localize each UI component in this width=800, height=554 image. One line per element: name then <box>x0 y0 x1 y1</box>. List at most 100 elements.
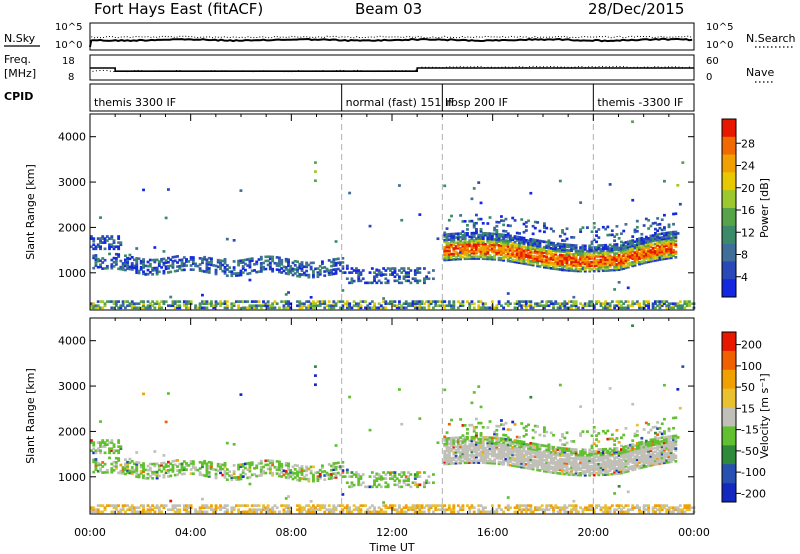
range-gate-cell <box>470 441 474 444</box>
range-gate-cell <box>545 466 549 470</box>
range-gate-cell <box>169 264 173 268</box>
range-gate-cell <box>185 464 188 467</box>
range-gate-cell <box>558 262 562 266</box>
range-gate-cell <box>456 449 460 452</box>
range-gate-cell <box>432 504 435 507</box>
range-gate-cell <box>488 461 492 465</box>
range-gate-cell <box>307 479 311 483</box>
range-gate-cell <box>370 300 374 303</box>
range-gate-cell <box>205 268 209 272</box>
range-gate-cell <box>379 306 383 310</box>
range-gate-cell <box>536 257 540 261</box>
range-gate-cell <box>558 261 562 264</box>
range-gate-cell <box>443 300 447 303</box>
range-gate-cell <box>681 161 685 164</box>
range-gate-cell <box>565 254 569 258</box>
range-gate-cell <box>398 184 401 187</box>
range-gate-cell <box>268 263 272 267</box>
range-gate-cell <box>479 248 483 251</box>
range-gate-cell <box>316 508 320 512</box>
range-gate-cell <box>114 304 118 308</box>
range-gate-cell <box>674 252 678 256</box>
range-gate-cell <box>223 476 227 479</box>
range-gate-cell <box>511 258 515 262</box>
range-gate-cell <box>635 252 639 256</box>
range-gate-cell <box>547 508 551 512</box>
range-gate-cell <box>610 451 614 454</box>
range-gate-cell <box>495 433 499 436</box>
range-gate-cell <box>450 238 453 241</box>
range-gate-cell <box>447 249 451 252</box>
range-gate-cell <box>497 258 501 262</box>
range-gate-cell <box>94 306 98 310</box>
range-gate-cell <box>500 247 503 251</box>
range-gate-cell <box>463 424 467 427</box>
range-gate-cell <box>223 474 227 477</box>
range-gate-cell <box>287 272 290 276</box>
range-gate-cell <box>504 235 508 239</box>
range-gate-cell <box>674 245 678 248</box>
range-gate-cell <box>536 221 540 224</box>
range-gate-cell <box>472 457 476 461</box>
range-gate-cell <box>518 250 521 254</box>
range-gate-cell <box>558 259 562 262</box>
range-gate-cell <box>459 235 463 239</box>
range-gate-cell <box>117 247 121 251</box>
range-gate-cell <box>144 477 148 480</box>
range-gate-cell <box>601 244 605 247</box>
range-gate-cell <box>504 443 508 446</box>
range-gate-cell <box>210 302 213 306</box>
range-gate-cell <box>504 457 508 461</box>
range-gate-cell <box>608 510 612 514</box>
y-tick-label: 1000 <box>58 267 86 280</box>
range-gate-cell <box>447 438 451 442</box>
range-gate-cell <box>608 508 612 512</box>
range-gate-cell <box>395 483 399 487</box>
range-gate-cell <box>635 261 639 265</box>
range-gate-cell <box>221 263 225 267</box>
range-gate-cell <box>472 246 476 250</box>
range-gate-cell <box>287 464 290 468</box>
range-gate-cell <box>450 458 453 462</box>
range-gate-cell <box>552 241 555 245</box>
range-gate-cell <box>139 300 143 303</box>
range-gate-cell <box>327 269 331 272</box>
range-gate-cell <box>309 302 313 306</box>
range-gate-cell <box>500 439 503 442</box>
range-gate-cell <box>565 267 569 270</box>
range-gate-cell <box>586 459 589 463</box>
range-gate-cell <box>124 300 127 303</box>
range-gate-cell <box>490 447 494 450</box>
range-gate-cell <box>481 443 485 446</box>
range-gate-cell <box>359 300 363 303</box>
range-gate-cell <box>479 253 483 257</box>
range-gate-cell <box>160 306 164 310</box>
range-gate-cell <box>613 450 617 454</box>
range-gate-cell <box>142 304 145 308</box>
range-gate-cell <box>622 245 626 249</box>
range-gate-cell <box>418 508 422 512</box>
range-gate-cell <box>563 447 567 450</box>
range-gate-cell <box>407 479 410 483</box>
range-gate-cell <box>454 456 458 460</box>
range-gate-cell <box>146 306 150 310</box>
range-gate-cell <box>529 452 533 456</box>
range-gate-cell <box>522 251 526 254</box>
range-gate-cell <box>355 267 358 270</box>
range-gate-cell <box>214 272 218 276</box>
range-gate-cell <box>407 508 410 512</box>
range-gate-cell <box>475 231 478 235</box>
range-gate-cell <box>484 456 487 459</box>
range-gate-cell <box>379 485 383 489</box>
range-gate-cell <box>531 447 535 451</box>
range-gate-cell <box>475 444 478 448</box>
range-gate-cell <box>271 473 275 477</box>
range-gate-cell <box>94 258 98 261</box>
range-gate-cell <box>540 464 544 467</box>
range-gate-cell <box>463 257 467 261</box>
range-gate-cell <box>255 260 259 264</box>
range-gate-cell <box>246 510 250 514</box>
range-gate-cell <box>447 449 451 453</box>
range-gate-cell <box>511 245 515 249</box>
range-gate-cell <box>533 240 537 244</box>
